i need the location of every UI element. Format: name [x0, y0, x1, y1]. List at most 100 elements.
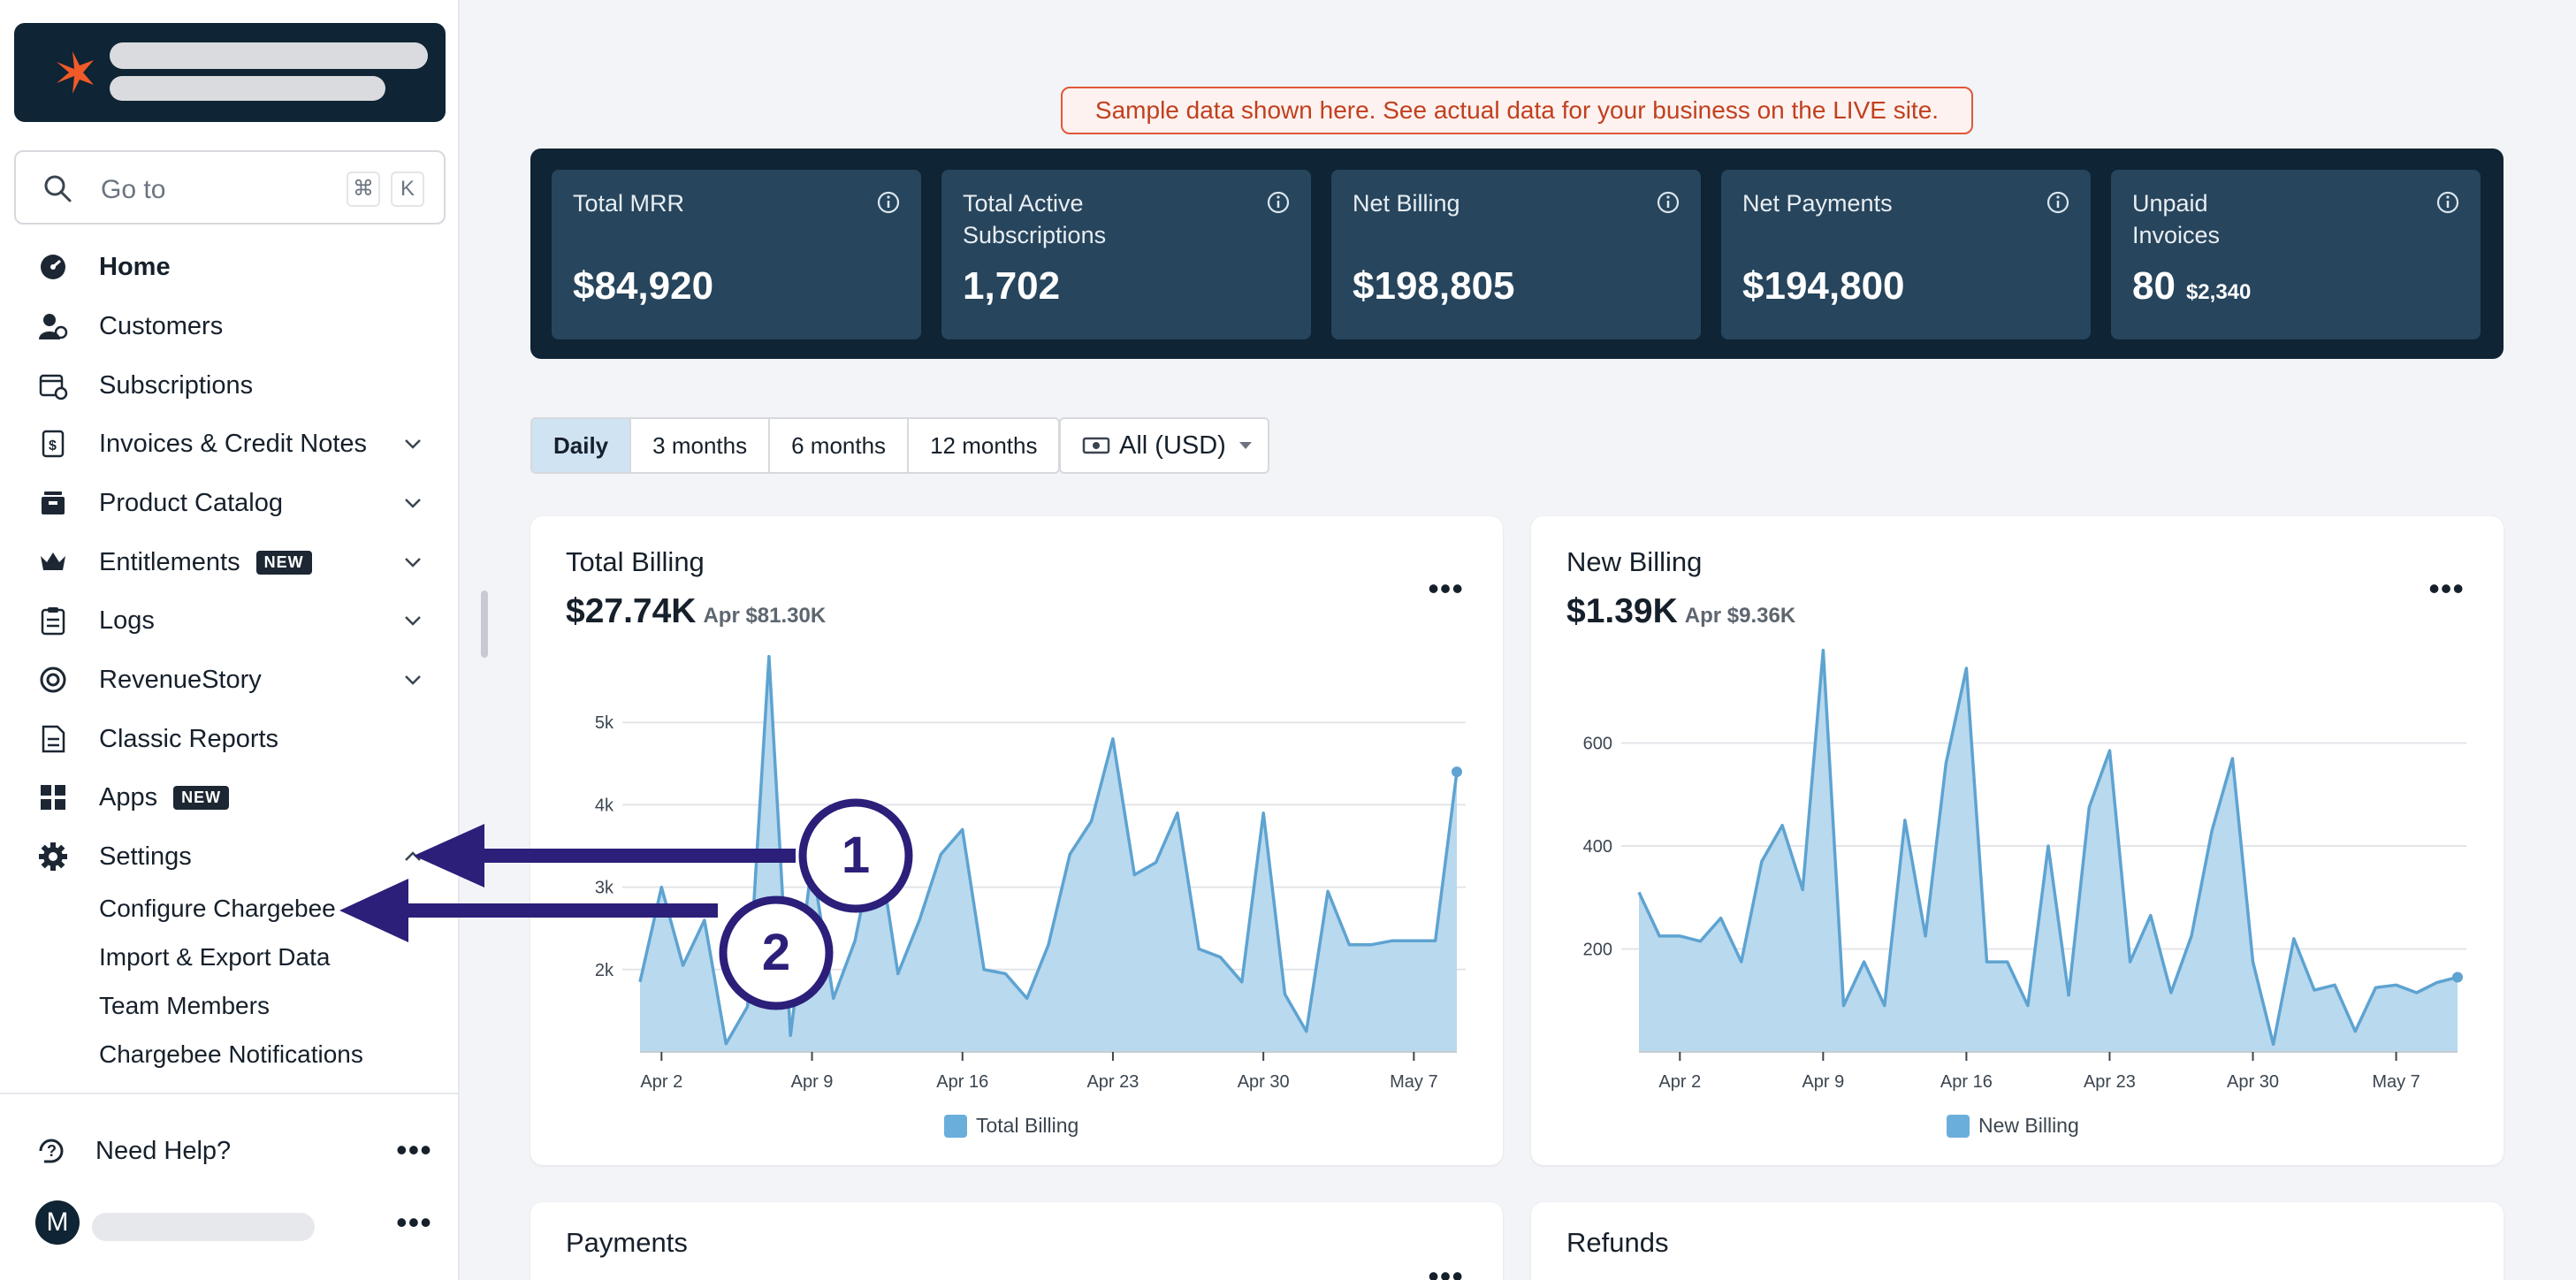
sidebar-item-logs[interactable]: Logs: [35, 598, 424, 643]
sample-data-banner[interactable]: Sample data shown here. See actual data …: [1061, 87, 1973, 134]
card-subvalue: Apr $9.36K: [1684, 604, 1796, 628]
kpi-card[interactable]: Unpaid Invoices 80 $2,340: [2111, 170, 2481, 339]
sidebar-item-label: Logs: [99, 606, 155, 635]
sidebar-item-classic-reports[interactable]: Classic Reports: [35, 717, 424, 761]
card-title: Payments: [566, 1227, 688, 1258]
sidebar-item-label: RevenueStory: [99, 665, 262, 694]
chevron-down-icon[interactable]: [401, 551, 424, 574]
currency-select[interactable]: All (USD): [1059, 417, 1269, 474]
kpi-card[interactable]: Total Active Subscriptions 1,702: [941, 170, 1311, 339]
kpi-value: $84,920: [573, 264, 714, 308]
apps-grid-icon: [35, 780, 71, 815]
chevron-down-icon[interactable]: [401, 609, 424, 632]
chart-legend[interactable]: New Billing: [1947, 1114, 2079, 1138]
chevron-down-icon[interactable]: [401, 491, 424, 514]
svg-text:$: $: [49, 438, 57, 453]
kpi-value-wrap: 80 $2,340: [2132, 267, 2251, 310]
sidebar-item-apps[interactable]: Apps NEW: [35, 775, 424, 819]
sidebar-item-label: Settings: [99, 842, 192, 871]
sidebar-item-label: Subscriptions: [99, 370, 254, 400]
annotation-label-2: 2: [761, 924, 791, 981]
more-options-icon[interactable]: •••: [1428, 1258, 1464, 1280]
settings-sub-notifications[interactable]: Chargebee Notifications: [99, 1040, 363, 1068]
card-value-wrap: $1.39K Apr $9.36K: [1566, 592, 1795, 631]
kpi-title: Net Billing: [1353, 190, 1460, 217]
avatar[interactable]: M: [35, 1200, 80, 1245]
info-icon[interactable]: [1655, 189, 1681, 216]
sidebar-item-label: Home: [99, 252, 171, 281]
range-6-months-button[interactable]: 6 months: [770, 419, 910, 472]
svg-text:?: ?: [47, 1142, 57, 1160]
x-tick-label: Apr 23: [2084, 1072, 2136, 1092]
sidebar-item-label: Product Catalog: [99, 488, 283, 517]
range-3-months-button[interactable]: 3 months: [631, 419, 771, 472]
legend-label: New Billing: [1978, 1114, 2079, 1137]
info-icon[interactable]: [875, 189, 902, 216]
info-icon[interactable]: [2435, 189, 2461, 216]
kpi-value: $198,805: [1353, 264, 1515, 308]
chevron-up-icon[interactable]: [401, 845, 424, 868]
sidebar-item-product-catalog[interactable]: Product Catalog: [35, 481, 424, 525]
x-tick-label: May 7: [2372, 1072, 2420, 1092]
data-point: [2452, 971, 2463, 983]
new-badge: NEW: [173, 785, 230, 810]
total-billing-chart: 2k 3k 4k 5k Apr 2 Apr 9 Apr 16 Apr 23 Apr 30 May …: [595, 654, 1466, 1092]
site-switcher[interactable]: [14, 23, 446, 122]
card-title: New Billing: [1566, 546, 1703, 577]
help-icon: ?: [39, 1139, 64, 1163]
settings-sub-team-members[interactable]: Team Members: [99, 992, 270, 1019]
sidebar-item-home[interactable]: Home: [35, 245, 424, 289]
clipboard-icon: [35, 603, 71, 638]
info-icon[interactable]: [1265, 189, 1292, 216]
payments-card: Payments •••: [530, 1202, 1503, 1280]
search-placeholder: Go to: [101, 175, 166, 204]
x-tick-label: Apr 30: [2227, 1072, 2279, 1092]
catalog-icon: [35, 485, 71, 521]
chevron-down-icon[interactable]: [401, 432, 424, 455]
range-12-months-button[interactable]: 12 months: [930, 431, 1038, 459]
sidebar-item-revenuestory[interactable]: RevenueStory: [35, 658, 424, 702]
scrollbar[interactable]: [481, 590, 488, 658]
shortcut-k-key: K: [391, 171, 424, 207]
card-subvalue: Apr $81.30K: [703, 604, 827, 628]
y-tick-label: 2k: [595, 961, 614, 980]
chart-legend[interactable]: Total Billing: [944, 1114, 1078, 1138]
x-tick-label: Apr 16: [1940, 1072, 1993, 1092]
chevron-down-icon[interactable]: [401, 668, 424, 691]
sidebar-divider: [0, 1093, 460, 1094]
y-tick-label: 600: [1583, 735, 1612, 754]
kpi-card[interactable]: Net Billing $198,805: [1331, 170, 1701, 339]
sidebar-item-settings[interactable]: Settings: [35, 834, 424, 879]
kpi-card[interactable]: Net Payments $194,800: [1721, 170, 2091, 339]
y-tick-label: 200: [1583, 941, 1612, 960]
x-tick-label: Apr 23: [1086, 1072, 1139, 1092]
user-more-icon[interactable]: •••: [396, 1204, 432, 1240]
caret-down-icon: [1239, 442, 1252, 449]
sidebar-item-invoices[interactable]: $ Invoices & Credit Notes: [35, 422, 424, 466]
annotation-label-1: 1: [841, 827, 871, 884]
sidebar-item-customers[interactable]: Customers: [35, 304, 424, 348]
settings-sub-import-export[interactable]: Import & Export Data: [99, 943, 331, 971]
search-input[interactable]: Go to ⌘ K: [14, 150, 446, 225]
sidebar-item-label: Apps: [99, 782, 158, 811]
card-value-wrap: $27.74K Apr $81.30K: [566, 592, 826, 631]
sidebar-item-subscriptions[interactable]: Subscriptions: [35, 363, 424, 408]
kpi-card[interactable]: Total MRR $84,920: [552, 170, 921, 339]
sidebar-item-entitlements[interactable]: Entitlements NEW: [35, 540, 424, 584]
info-icon[interactable]: [2045, 189, 2071, 216]
refunds-card: Refunds: [1531, 1202, 2504, 1280]
x-tick-label: Apr 16: [936, 1072, 988, 1092]
settings-sub-configure-chargebee[interactable]: Configure Chargebee: [99, 895, 336, 922]
invoice-icon: $: [35, 426, 71, 461]
range-daily-button[interactable]: Daily: [532, 419, 632, 472]
legend-swatch: [1947, 1114, 1970, 1138]
legend-label: Total Billing: [976, 1114, 1079, 1137]
new-billing-chart: 200 400 600 Apr 2 Apr 9 Apr 16 Apr 23 Apr 30 May…: [1583, 648, 2466, 1092]
date-range-toggle: Daily 3 months 6 months 12 months: [530, 417, 1061, 474]
need-help-button[interactable]: ? Need Help?: [35, 1135, 231, 1167]
new-billing-card: New Billing $1.39K Apr $9.36K ••• 200 400 6…: [1531, 516, 2504, 1165]
dashboard-icon: [35, 249, 71, 285]
help-more-icon[interactable]: •••: [396, 1131, 432, 1168]
y-tick-label: 3k: [595, 879, 614, 898]
y-tick-label: 5k: [595, 713, 614, 733]
